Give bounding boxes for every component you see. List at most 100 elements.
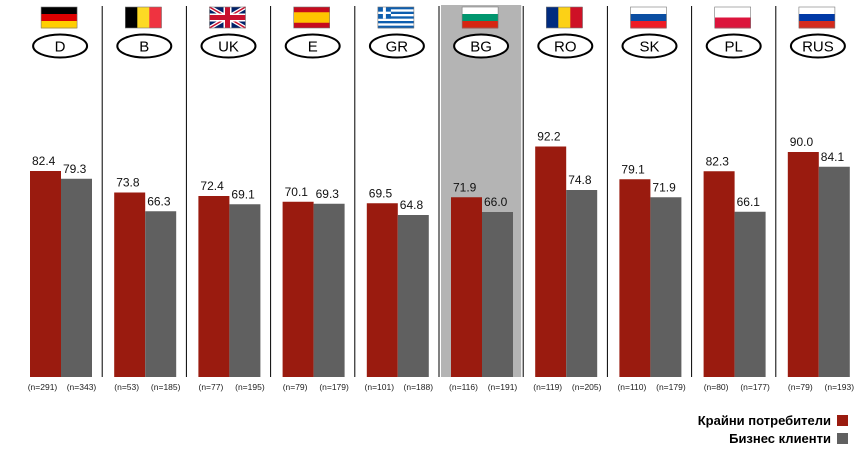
flag-stripe <box>41 7 78 15</box>
country-badge-ro <box>537 33 594 59</box>
country-code-gr: GR <box>386 39 409 56</box>
bar-uk-consumers <box>198 196 230 377</box>
country-badge-d <box>32 33 89 59</box>
country-badge-uk <box>200 33 257 59</box>
value-label-d-consumers: 82.4 <box>32 154 56 168</box>
bar-pl-consumers <box>703 171 735 377</box>
flag-stripe <box>558 7 571 28</box>
flag-stripe <box>462 14 499 22</box>
flag-border <box>40 6 78 29</box>
flag-stripe <box>630 14 667 22</box>
flag-border <box>798 6 836 29</box>
bar-sk-business <box>650 197 682 377</box>
value-label-ro-business: 74.8 <box>568 173 592 187</box>
value-label-pl-business: 66.1 <box>737 195 761 209</box>
legend-consumers-swatch <box>837 415 848 426</box>
value-label-e-consumers: 70.1 <box>285 185 309 199</box>
flag-stripe <box>149 7 162 28</box>
n-label-rus-business: (n=193) <box>825 382 855 392</box>
flag-stripe <box>377 21 414 24</box>
n-label-b-business: (n=185) <box>151 382 181 392</box>
country-code-pl: PL <box>725 39 743 56</box>
flag-border <box>545 6 583 29</box>
flag-stripe <box>714 7 751 18</box>
value-label-bg-consumers: 71.9 <box>453 180 477 194</box>
flag-cross <box>377 11 391 14</box>
n-label-gr-consumers: (n=101) <box>365 382 395 392</box>
romania-flag-icon <box>545 6 583 29</box>
flag-stripe <box>137 7 150 28</box>
legend-consumers-label: Крайни потребители <box>697 413 831 428</box>
poland-flag-icon <box>714 6 752 29</box>
country-badge-e <box>284 33 341 59</box>
flag-border <box>630 6 667 29</box>
value-label-rus-business: 84.1 <box>821 150 845 164</box>
flag-stripe <box>462 21 499 29</box>
n-label-sk-consumers: (n=110) <box>617 382 646 392</box>
flag-stripe <box>377 16 414 19</box>
bar-sk-consumers <box>619 179 651 377</box>
bar-e-business <box>313 203 345 377</box>
flag-stripe <box>377 14 414 17</box>
russia-flag-icon <box>798 6 836 29</box>
n-label-pl-business: (n=177) <box>740 382 770 392</box>
country-badge-sk <box>621 33 678 59</box>
value-label-gr-consumers: 69.5 <box>369 186 393 200</box>
n-label-ro-consumers: (n=119) <box>533 382 562 392</box>
value-label-sk-business: 71.9 <box>652 180 676 194</box>
country-code-sk: SK <box>639 39 659 56</box>
n-label-gr-business: (n=188) <box>404 382 434 392</box>
flag-stripe <box>41 14 78 22</box>
n-label-bg-business: (n=191) <box>488 382 518 392</box>
value-label-b-consumers: 73.8 <box>116 176 140 190</box>
value-label-b-business: 66.3 <box>147 194 171 208</box>
germany-flag-icon <box>40 6 78 29</box>
n-label-rus-consumers: (n=79) <box>788 382 813 392</box>
n-label-b-consumers: (n=53) <box>114 382 139 392</box>
bar-gr-consumers <box>366 203 398 377</box>
flag-stripe <box>293 12 330 23</box>
bar-ro-business <box>566 190 598 377</box>
flag-stripe <box>462 7 499 15</box>
legend-item-consumers: Крайни потребители <box>698 413 848 428</box>
country-code-bg: BG <box>470 39 492 56</box>
n-label-uk-business: (n=195) <box>235 382 265 392</box>
n-label-uk-consumers: (n=77) <box>198 382 223 392</box>
flag-stripe <box>377 23 414 26</box>
flag-border <box>209 6 246 29</box>
flag-stripe <box>798 7 835 15</box>
spain-flag-icon <box>293 6 331 29</box>
bar-bg-consumers <box>451 197 482 377</box>
n-label-e-consumers: (n=79) <box>283 382 308 392</box>
flag-border <box>461 6 499 29</box>
legend-item-business: Бизнес клиенти <box>729 431 848 446</box>
belgium-flag-icon <box>125 6 162 29</box>
country-code-ro: RO <box>554 39 577 56</box>
flag-stripe <box>798 14 835 22</box>
flag-stripe <box>630 21 667 29</box>
flag-stripe <box>377 9 414 12</box>
slovakia-flag-icon <box>630 6 667 29</box>
country-badge-pl <box>705 33 762 59</box>
value-label-uk-business: 69.1 <box>231 187 255 201</box>
flag-stripe <box>546 7 559 28</box>
value-label-gr-business: 64.8 <box>400 198 424 212</box>
bar-e-consumers <box>282 201 314 377</box>
value-label-d-business: 79.3 <box>63 162 87 176</box>
flag-border <box>293 6 331 29</box>
value-label-bg-business: 66.0 <box>484 195 508 209</box>
country-code-rus: RUS <box>802 39 834 56</box>
country-badge-gr <box>368 33 425 59</box>
uk-flag-icon <box>208 5 247 30</box>
flag-stripe <box>798 21 835 29</box>
country-code-uk: UK <box>218 39 239 56</box>
flag-stripe <box>630 7 667 15</box>
value-label-pl-consumers: 82.3 <box>706 154 730 168</box>
country-badge-bg <box>453 33 510 59</box>
value-label-rus-consumers: 90.0 <box>790 135 814 149</box>
bar-rus-consumers <box>787 152 819 377</box>
bar-rus-business <box>818 166 850 377</box>
flag-stripe <box>41 21 78 29</box>
value-label-sk-consumers: 79.1 <box>621 162 645 176</box>
n-label-d-consumers: (n=291) <box>28 382 58 392</box>
